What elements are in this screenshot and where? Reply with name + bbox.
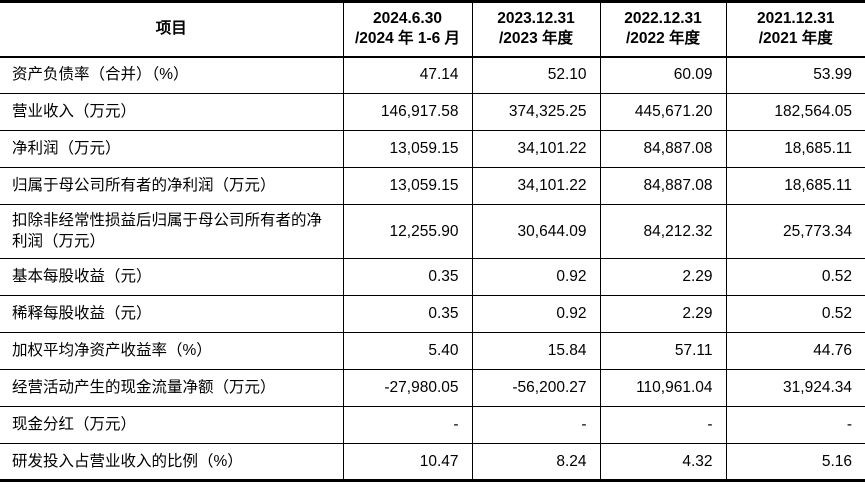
cell-value: 30,644.09 — [471, 204, 600, 259]
cell-value: -56,200.27 — [471, 369, 600, 407]
cell-value: 60.09 — [599, 56, 726, 94]
cell-value: 0.52 — [725, 258, 865, 296]
cell-value: 44.76 — [725, 332, 865, 370]
cell-value: 13,059.15 — [342, 167, 472, 205]
table-row-net-profit: 净利润（万元） 13,059.15 34,101.22 84,887.08 18… — [0, 130, 865, 168]
table-header-row: 项目 2024.6.30 /2024 年 1-6 月 2023.12.31 /2… — [0, 1, 865, 57]
cell-value: 0.35 — [342, 258, 472, 296]
header-item-column: 项目 — [155, 20, 187, 38]
cell-value: 47.14 — [342, 56, 472, 94]
cell-value: 0.35 — [342, 295, 472, 333]
cell-value: 18,685.11 — [725, 167, 865, 205]
cell-value: 0.92 — [471, 258, 600, 296]
cell-value: 0.52 — [725, 295, 865, 333]
cell-value: 10.47 — [342, 443, 472, 481]
cell-value: 8.24 — [471, 443, 600, 481]
cell-value: 31,924.34 — [725, 369, 865, 407]
row-label: 经营活动产生的现金流量净额（万元） — [12, 379, 276, 397]
table-row-net-profit-parent: 归属于母公司所有者的净利润（万元） 13,059.15 34,101.22 84… — [0, 167, 865, 205]
cell-value: 2.29 — [599, 258, 726, 296]
table-row-rd-to-revenue-ratio: 研发投入占营业收入的比例（%） 10.47 8.24 4.32 5.16 — [0, 443, 865, 481]
table-row-net-profit-parent-ex-nonrecurring: 扣除非经常性损益后归属于母公司所有者的净利润（万元） 12,255.90 30,… — [0, 204, 865, 259]
header-period-2024-date: 2024.6.30 — [373, 10, 442, 27]
cell-value: - — [725, 406, 865, 444]
cell-value: 34,101.22 — [471, 167, 600, 205]
table-row-operating-cash-flow: 经营活动产生的现金流量净额（万元） -27,980.05 -56,200.27 … — [0, 369, 865, 407]
header-period-2024-span: /2024 年 1-6 月 — [354, 30, 461, 48]
cell-value: 53.99 — [725, 56, 865, 94]
cell-value: 146,917.58 — [342, 93, 472, 131]
table-row-diluted-eps: 稀释每股收益（元） 0.35 0.92 2.29 0.52 — [0, 295, 865, 333]
table-row-operating-revenue: 营业收入（万元） 146,917.58 374,325.25 445,671.2… — [0, 93, 865, 131]
cell-value: 110,961.04 — [599, 369, 726, 407]
header-period-2023-span: /2023 年度 — [498, 30, 574, 48]
cell-value: 12,255.90 — [342, 204, 472, 259]
cell-value: 182,564.05 — [725, 93, 865, 131]
cell-value: 0.92 — [471, 295, 600, 333]
cell-value: - — [471, 406, 600, 444]
header-period-2021-date: 2021.12.31 — [756, 10, 835, 27]
row-label: 营业收入（万元） — [12, 103, 137, 121]
row-label: 扣除非经常性损益后归属于母公司所有者的净利润（万元） — [12, 212, 323, 250]
row-label: 净利润（万元） — [12, 140, 121, 158]
row-label: 资产负债率（合并）（%） — [12, 66, 189, 84]
cell-value: 52.10 — [471, 56, 600, 94]
cell-value: 18,685.11 — [725, 130, 865, 168]
header-period-2021: 2021.12.31 /2021 年度 — [725, 1, 865, 57]
header-period-2021-span: /2021 年度 — [758, 30, 833, 48]
cell-value: 84,887.08 — [599, 130, 726, 168]
cell-value: -27,980.05 — [342, 369, 472, 407]
row-label: 基本每股收益（元） — [12, 268, 152, 286]
cell-value: 15.84 — [471, 332, 600, 370]
cell-value: 5.40 — [342, 332, 472, 370]
cell-value: 25,773.34 — [725, 204, 865, 259]
table-row-weighted-avg-roe: 加权平均净资产收益率（%） 5.40 15.84 57.11 44.76 — [0, 332, 865, 370]
header-period-2022-span: /2022 年度 — [625, 30, 701, 48]
cell-value: 2.29 — [599, 295, 726, 333]
cell-value: - — [599, 406, 726, 444]
cell-value: 57.11 — [599, 332, 726, 370]
cell-value: 84,212.32 — [599, 204, 726, 259]
row-label: 归属于母公司所有者的净利润（万元） — [12, 177, 276, 195]
row-label: 研发投入占营业收入的比例（%） — [12, 452, 243, 470]
header-period-2023: 2023.12.31 /2023 年度 — [471, 1, 600, 57]
cell-value: 445,671.20 — [599, 93, 726, 131]
header-period-2023-date: 2023.12.31 — [497, 10, 575, 27]
table-row-basic-eps: 基本每股收益（元） 0.35 0.92 2.29 0.52 — [0, 258, 865, 296]
cell-value: 13,059.15 — [342, 130, 472, 168]
header-period-2024-h1: 2024.6.30 /2024 年 1-6 月 — [342, 1, 472, 57]
header-period-2022: 2022.12.31 /2022 年度 — [599, 1, 726, 57]
cell-value: 374,325.25 — [471, 93, 600, 131]
row-label: 现金分红（万元） — [12, 416, 137, 434]
header-period-2022-date: 2022.12.31 — [624, 10, 702, 27]
cell-value: 84,887.08 — [599, 167, 726, 205]
cell-value: - — [342, 406, 472, 444]
cell-value: 4.32 — [599, 443, 726, 481]
table-row-asset-liability-ratio: 资产负债率（合并）（%） 47.14 52.10 60.09 53.99 — [0, 56, 865, 94]
cell-value: 5.16 — [725, 443, 865, 481]
cell-value: 34,101.22 — [471, 130, 600, 168]
row-label: 加权平均净资产收益率（%） — [12, 342, 212, 360]
table-row-cash-dividend: 现金分红（万元） - - - - — [0, 406, 865, 444]
row-label: 稀释每股收益（元） — [12, 305, 152, 323]
